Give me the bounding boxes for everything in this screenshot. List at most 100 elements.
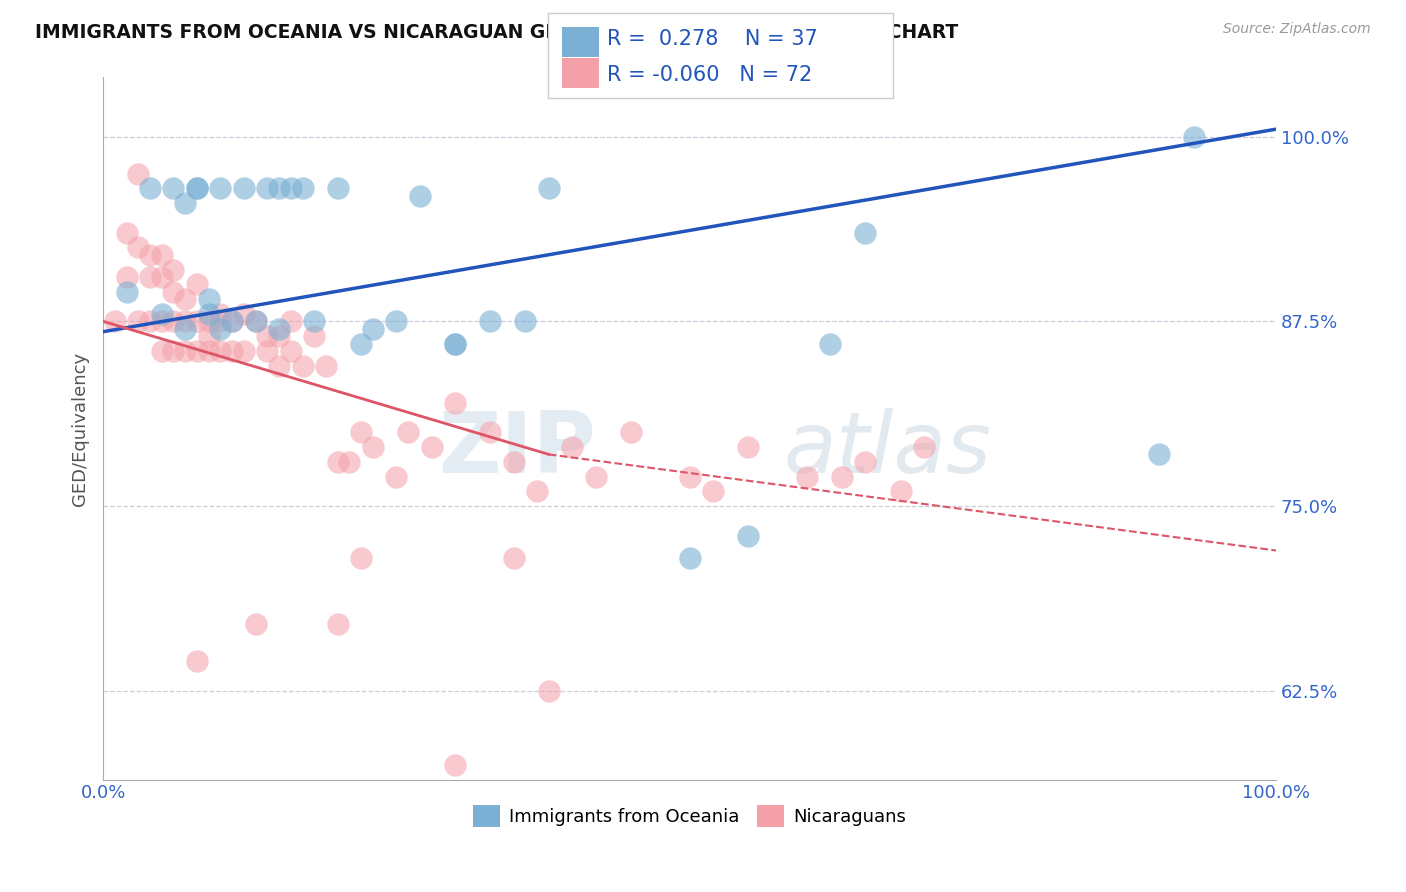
Point: [150, 314, 173, 328]
Point: [526, 484, 548, 499]
Point: [162, 285, 184, 299]
Point: [350, 425, 373, 440]
Point: [1182, 129, 1205, 144]
Point: [350, 550, 373, 565]
Point: [139, 181, 162, 195]
Point: [245, 314, 267, 328]
Point: [280, 181, 302, 195]
Point: [197, 292, 219, 306]
Point: [678, 550, 700, 565]
Point: [291, 181, 314, 195]
Point: [315, 359, 337, 373]
Point: [537, 181, 560, 195]
Point: [209, 343, 232, 358]
Point: [890, 484, 912, 499]
Point: [326, 455, 349, 469]
Point: [302, 314, 325, 328]
Point: [385, 314, 408, 328]
Point: [197, 329, 219, 343]
Point: [221, 314, 243, 328]
Point: [855, 226, 877, 240]
Point: [855, 455, 877, 469]
Point: [702, 484, 724, 499]
Point: [197, 343, 219, 358]
Point: [420, 440, 443, 454]
Point: [326, 617, 349, 632]
Point: [197, 314, 219, 328]
Point: [162, 262, 184, 277]
Point: [186, 181, 208, 195]
Point: [444, 395, 467, 409]
Point: [479, 425, 502, 440]
Point: [115, 285, 138, 299]
Point: [232, 343, 254, 358]
Point: [209, 181, 232, 195]
Point: [267, 329, 290, 343]
Point: [444, 757, 467, 772]
Point: [174, 343, 197, 358]
Text: atlas: atlas: [783, 409, 991, 491]
Point: [620, 425, 643, 440]
Point: [139, 270, 162, 285]
Point: [209, 322, 232, 336]
Point: [127, 240, 149, 254]
Point: [737, 440, 759, 454]
Point: [256, 181, 278, 195]
Text: R =  0.278    N = 37: R = 0.278 N = 37: [607, 29, 818, 49]
Point: [162, 343, 184, 358]
Point: [186, 314, 208, 328]
Point: [139, 248, 162, 262]
Point: [174, 314, 197, 328]
Point: [150, 307, 173, 321]
Point: [186, 277, 208, 292]
Point: [479, 314, 502, 328]
Point: [127, 314, 149, 328]
Point: [912, 440, 935, 454]
Point: [1147, 447, 1170, 461]
Point: [256, 343, 278, 358]
Point: [339, 455, 361, 469]
Point: [444, 336, 467, 351]
Point: [326, 181, 349, 195]
Point: [186, 654, 208, 668]
Text: Source: ZipAtlas.com: Source: ZipAtlas.com: [1223, 22, 1371, 37]
Point: [197, 307, 219, 321]
Point: [361, 322, 384, 336]
Point: [139, 314, 162, 328]
Point: [302, 329, 325, 343]
Legend: Immigrants from Oceania, Nicaraguans: Immigrants from Oceania, Nicaraguans: [465, 797, 914, 834]
Point: [537, 684, 560, 698]
Point: [150, 270, 173, 285]
Point: [245, 617, 267, 632]
Point: [174, 292, 197, 306]
Point: [796, 469, 818, 483]
Point: [385, 469, 408, 483]
Point: [267, 181, 290, 195]
Point: [280, 343, 302, 358]
Point: [267, 359, 290, 373]
Point: [221, 343, 243, 358]
Point: [502, 455, 524, 469]
Point: [561, 440, 583, 454]
Point: [162, 314, 184, 328]
Text: ZIP: ZIP: [437, 409, 596, 491]
Point: [361, 440, 384, 454]
Point: [280, 314, 302, 328]
Point: [115, 226, 138, 240]
Point: [232, 181, 254, 195]
Point: [737, 529, 759, 543]
Point: [502, 550, 524, 565]
Point: [291, 359, 314, 373]
Point: [267, 322, 290, 336]
Point: [174, 322, 197, 336]
Point: [150, 248, 173, 262]
Point: [127, 167, 149, 181]
Point: [350, 336, 373, 351]
Point: [115, 270, 138, 285]
Point: [444, 336, 467, 351]
Point: [409, 188, 432, 202]
Point: [232, 307, 254, 321]
Point: [820, 336, 842, 351]
Point: [104, 314, 127, 328]
Text: R = -0.060   N = 72: R = -0.060 N = 72: [607, 65, 813, 85]
